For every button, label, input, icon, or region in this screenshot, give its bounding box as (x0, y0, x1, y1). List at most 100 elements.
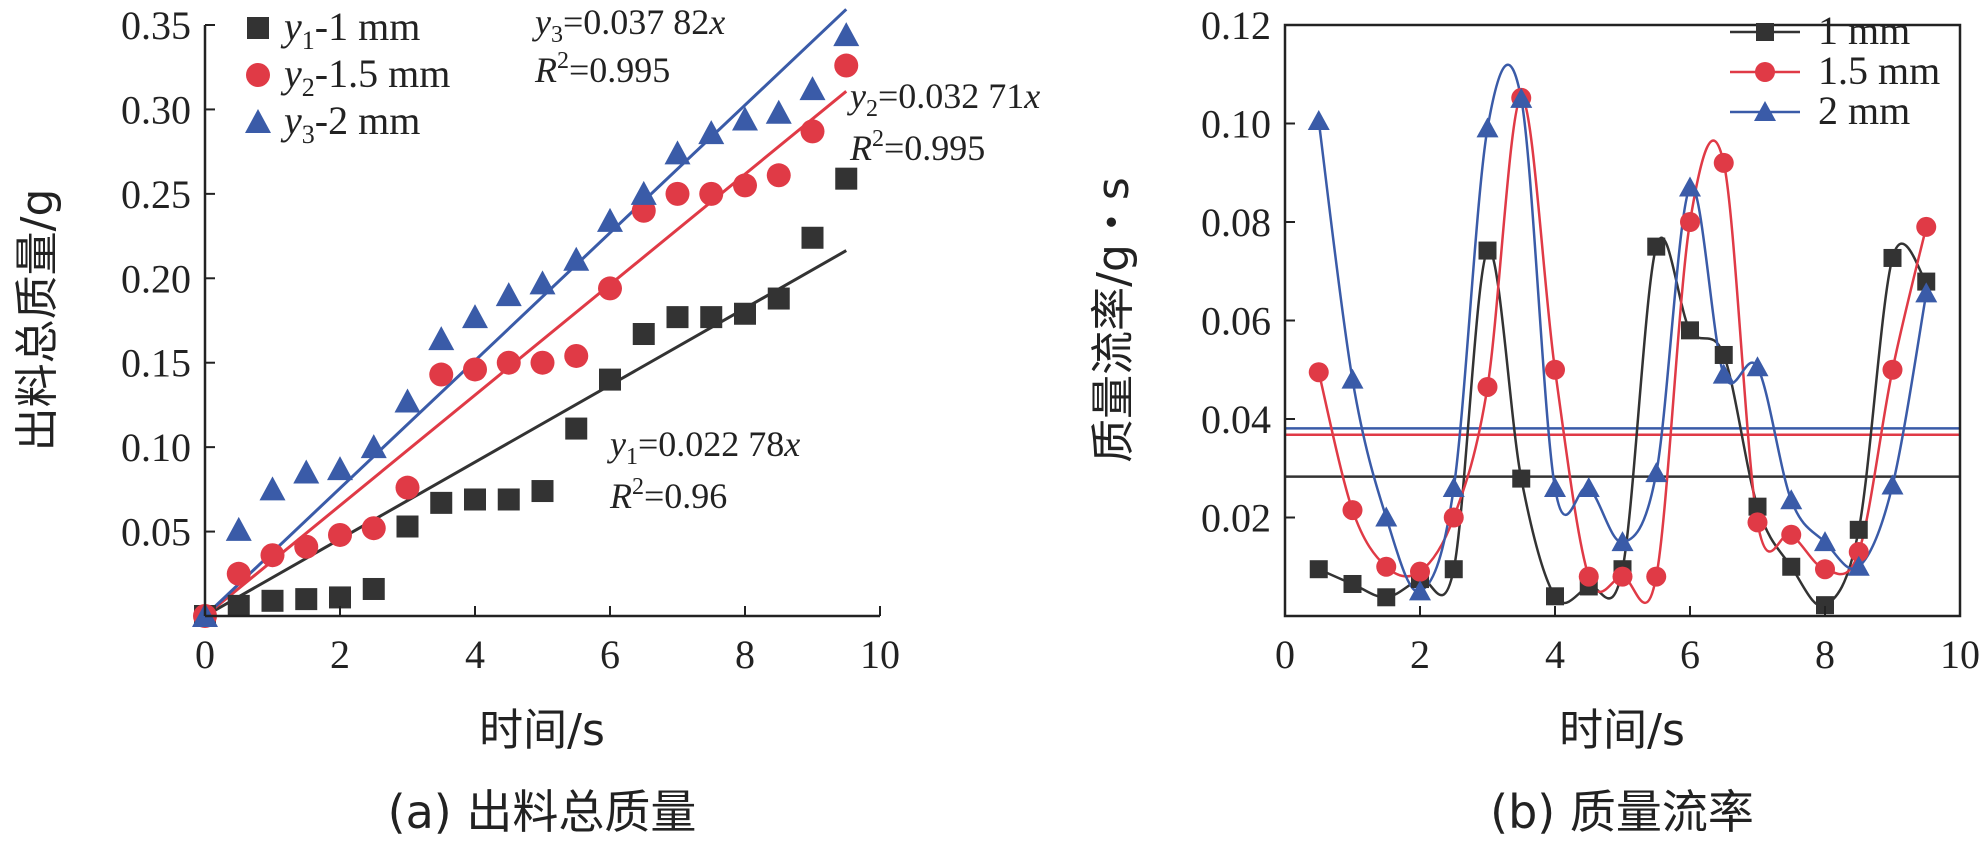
panel-a-data-point (293, 459, 320, 484)
panel-b-legend-label: 1 mm (1818, 8, 1910, 53)
panel-a-data-point (734, 302, 756, 325)
panel-a-data-point (529, 270, 556, 295)
panel-b-legend-marker (1756, 23, 1774, 41)
panel-b-data-point (1309, 560, 1328, 579)
panel-b-data-point (1917, 272, 1936, 291)
panel-b-data-point (1816, 596, 1834, 615)
panel-b-x-tick-label: 4 (1545, 632, 1565, 677)
panel-b-data-point (1882, 359, 1903, 380)
panel-a-annotation-y2: y2=0.032 71x (847, 76, 1040, 122)
panel-a-x-tick-label: 8 (735, 632, 755, 677)
panel-b-xlabel: 时间/s (1559, 705, 1685, 756)
panel-b-data-point (1883, 248, 1902, 267)
panel-a-legend-label: y3-2 mm (280, 98, 420, 149)
panel-a-data-point (396, 515, 419, 538)
panel-a-y-tick-label: 0.15 (121, 341, 191, 386)
panel-a-data-point (700, 306, 723, 329)
panel-a: 0 2 4 6 8 10 0.05 0.10 0.15 0.20 0.25 0.30 0.35 y1-1… (12, 2, 1040, 839)
panel-a-data-point (766, 163, 791, 188)
panel-b-data-point (1545, 359, 1565, 380)
panel-b-y-tick-label: 0.06 (1201, 299, 1271, 344)
panel-a-data-point (732, 106, 758, 131)
panel-b-data-point (1343, 574, 1362, 593)
panel-b-data-point (1645, 462, 1668, 483)
panel-a-data-point (464, 488, 486, 511)
panel-a-data-point (394, 388, 421, 413)
panel-a-data-point (530, 350, 555, 375)
panel-b-data-point (1577, 476, 1600, 497)
panel-b-data-point (1848, 541, 1869, 562)
panel-a-y-tick-label: 0.10 (121, 425, 191, 470)
panel-b-y-tick-label: 0.12 (1201, 3, 1271, 48)
panel-a-data-point (328, 522, 352, 547)
panel-a-data-point (632, 323, 655, 346)
panel-a-xlabel: 时间/s (479, 705, 605, 756)
panel-a-data-point (360, 434, 387, 459)
panel-a-y-tick-label: 0.05 (121, 510, 191, 555)
panel-b-data-point (1510, 87, 1533, 108)
panel-b-data-point (1881, 474, 1904, 495)
panel-a-annotation-y1-r2: R2=0.96 (609, 474, 727, 516)
panel-a-data-point (834, 53, 859, 78)
panel-b-caption: (b) 质量流率 (1490, 785, 1754, 839)
panel-b-data-point (1646, 566, 1667, 587)
panel-a-y-tick-label: 0.20 (121, 256, 191, 301)
panel-a-x-tick-label: 0 (195, 632, 215, 677)
panel-a-data-point (835, 167, 858, 190)
panel-b-data-point (1814, 531, 1836, 552)
panel-b-data-point (1410, 561, 1430, 582)
panel-a-data-point (666, 306, 689, 329)
panel-a-data-point (801, 226, 824, 249)
panel-a-data-point (799, 76, 826, 101)
panel-b-data-point (1680, 212, 1700, 232)
panel-b-data-point (1681, 321, 1699, 340)
panel-a-x-tick-label: 10 (860, 632, 900, 677)
panel-a-data-point (428, 326, 455, 351)
panel-a-data-point (630, 180, 657, 205)
panel-b-data-point (1714, 345, 1733, 364)
panel-a-data-point (563, 246, 590, 271)
panel-b-legend-label: 2 mm (1818, 88, 1910, 133)
panel-b-x-tick-label: 0 (1275, 632, 1295, 677)
panel-b-legend-marker (1755, 62, 1775, 82)
panel-b-data-point (1746, 356, 1769, 377)
panel-a-data-point (226, 561, 251, 586)
panel-a-data-point (227, 594, 250, 617)
panel-a-data-point (259, 476, 286, 501)
panel-a-y-tick-label: 0.30 (121, 87, 191, 132)
panel-b-data-point (1478, 241, 1497, 260)
panel-b-data-point (1477, 376, 1498, 397)
panel-b-data-point (1916, 216, 1937, 237)
panel-a-annotation-y3: y3=0.037 82x (532, 2, 725, 48)
panel-b-legend-marker (1754, 101, 1776, 121)
panel-b-data-point (1444, 560, 1463, 579)
panel-b-series-curve (1317, 96, 1928, 605)
panel-a-legend-label: y2-1.5 mm (280, 51, 450, 102)
panel-a-data-point (462, 304, 488, 329)
panel-a-annotation-y3-r2: R2=0.995 (534, 48, 670, 90)
panel-b-data-point (1847, 555, 1870, 576)
panel-b-legend: 1 mm1.5 mm2 mm (1730, 8, 1940, 133)
panel-b-data-point (1782, 557, 1801, 576)
panel-b-data-point (1712, 363, 1735, 384)
panel-b-data-point (1578, 566, 1599, 587)
panel-b-data-point (1409, 580, 1431, 601)
panel-a-legend-marker (245, 109, 271, 133)
panel-a-data-point (463, 357, 487, 382)
panel-b-data-point (1611, 531, 1634, 552)
panel-b: 0 2 4 6 8 10 0.02 0.04 0.06 0.08 0.10 0.12 1 mm1.5 … (1088, 3, 1980, 839)
panel-b-data-point (1780, 489, 1803, 510)
panel-a-data-point (531, 480, 554, 503)
panel-b-data-point (1748, 497, 1767, 516)
panel-a-legend-marker (247, 17, 269, 39)
panel-b-data-point (1341, 368, 1364, 389)
panel-a-data-point (294, 534, 319, 559)
panel-a-legend-label: y1-1 mm (280, 4, 420, 55)
panel-a-annotation-y1: y1=0.022 78x (607, 424, 800, 470)
panel-b-data-point (1307, 110, 1330, 131)
panel-b-data-point (1915, 282, 1938, 303)
panel-a-data-point (361, 516, 386, 541)
panel-a-data-point (733, 173, 757, 198)
